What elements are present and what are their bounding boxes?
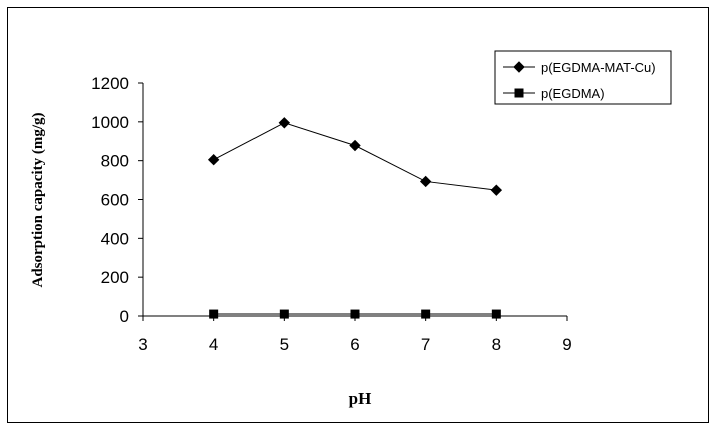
x-tick-label: 4: [209, 335, 218, 354]
x-tick-label: 9: [562, 335, 571, 354]
y-tick-label: 600: [101, 191, 129, 210]
y-tick-label: 1000: [91, 113, 129, 132]
data-point: [350, 309, 360, 319]
data-point: [279, 309, 289, 319]
legend-entry: p(EGDMA-MAT-Cu): [503, 60, 656, 75]
y-tick-label: 400: [101, 229, 129, 248]
data-point: [421, 309, 431, 319]
legend-marker: [514, 88, 524, 98]
y-tick-label: 1200: [91, 74, 129, 93]
data-point: [490, 184, 503, 196]
series-1: [207, 117, 503, 196]
x-tick-label: 7: [421, 335, 430, 354]
data-point: [209, 309, 219, 319]
series-layer: [207, 117, 503, 319]
x-tick-label: 8: [492, 335, 501, 354]
data-point: [491, 309, 501, 319]
x-tick-label: 5: [280, 335, 289, 354]
data-point: [207, 153, 220, 166]
legend-label: p(EGDMA): [541, 86, 605, 101]
y-tick-label: 200: [101, 268, 129, 287]
data-point: [278, 117, 291, 129]
legend-entry: p(EGDMA): [503, 86, 605, 101]
data-point: [419, 175, 432, 188]
legend-box: [494, 50, 672, 105]
x-tick-label: 6: [350, 335, 359, 354]
legend: p(EGDMA-MAT-Cu) p(EGDMA): [494, 50, 672, 105]
legend-marker: [513, 61, 525, 73]
x-tick-label: 3: [138, 335, 147, 354]
y-tick-label: 800: [101, 152, 129, 171]
data-point: [349, 139, 361, 152]
x-axis-label: pH: [349, 389, 372, 408]
y-axis-label: Adsorption capacity (mg/g): [30, 113, 46, 288]
legend-label: p(EGDMA-MAT-Cu): [541, 60, 656, 75]
axes: 0 200 400 600 800 1000 1200 3 4 5 6 7 8 9: [91, 74, 572, 354]
y-tick-label: 0: [120, 307, 129, 326]
chart-frame: [7, 7, 709, 423]
series-2: [209, 309, 501, 319]
series-line: [213, 122, 497, 191]
